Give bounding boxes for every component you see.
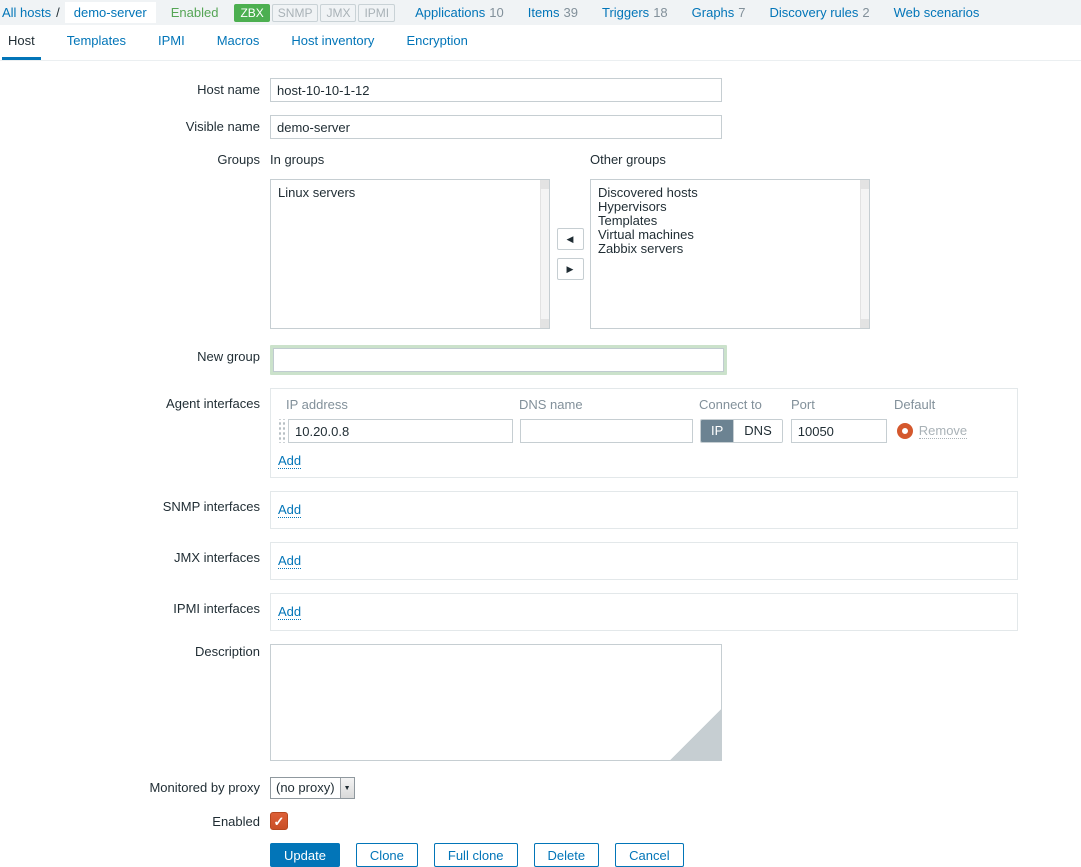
proxy-select[interactable]: (no proxy) ▼ <box>270 777 355 799</box>
jmx-availability-badge: JMX <box>320 3 357 22</box>
triggers-count: 18 <box>653 5 668 20</box>
agent-interfaces-label: Agent interfaces <box>166 396 260 411</box>
description-textarea[interactable] <box>270 644 722 761</box>
default-header: Default <box>894 397 936 412</box>
nav-discovery-rules[interactable]: Discovery rules 2 <box>769 5 870 20</box>
applications-count: 10 <box>489 5 504 20</box>
connect-ip-option[interactable]: IP <box>701 420 734 442</box>
list-item[interactable]: Virtual machines <box>598 227 694 242</box>
move-to-other-groups-button[interactable]: ▶ <box>556 258 584 280</box>
scrollbar[interactable] <box>540 180 549 328</box>
interface-port-input[interactable] <box>790 419 887 443</box>
interface-dns-input[interactable] <box>520 419 693 443</box>
visible-name-input[interactable] <box>270 115 722 139</box>
dns-name-header: DNS name <box>519 397 583 412</box>
discovery-rules-count: 2 <box>862 5 870 20</box>
nav-graphs[interactable]: Graphs 7 <box>691 5 746 20</box>
agent-interface-row: IP DNS Remove <box>278 419 1009 443</box>
tab-host-inventory[interactable]: Host inventory <box>291 33 375 48</box>
default-interface-radio[interactable] <box>896 423 913 439</box>
host-status-text: Enabled <box>170 5 219 20</box>
visible-name-label: Visible name <box>185 119 260 134</box>
enabled-label: Enabled <box>212 814 260 829</box>
move-left-icon: ◀ <box>566 234 574 244</box>
connect-to-header: Connect to <box>699 397 762 412</box>
snmp-availability-badge: SNMP <box>271 3 319 22</box>
host-name-input[interactable] <box>270 78 722 102</box>
proxy-selected-value: (no proxy) <box>276 780 335 795</box>
delete-button[interactable]: Delete <box>533 843 600 867</box>
new-group-highlight <box>270 345 727 375</box>
ipmi-interfaces-label: IPMI interfaces <box>173 601 260 616</box>
checkmark-icon: ✓ <box>273 813 285 829</box>
monitored-by-proxy-label: Monitored by proxy <box>149 780 260 795</box>
host-name-label: Host name <box>197 82 260 97</box>
scrollbar[interactable] <box>860 180 869 328</box>
items-count: 39 <box>563 5 578 20</box>
jmx-interfaces-box: Add <box>270 542 1018 580</box>
agent-interfaces-box: IP address DNS name Connect to Port Defa… <box>270 388 1018 478</box>
add-jmx-interface-link[interactable]: Add <box>278 553 302 569</box>
nav-items[interactable]: Items 39 <box>527 5 578 20</box>
tab-templates[interactable]: Templates <box>66 33 126 48</box>
remove-interface-link[interactable]: Remove <box>918 423 968 439</box>
drag-handle-icon[interactable] <box>278 419 285 443</box>
tab-encryption[interactable]: Encryption <box>406 33 468 48</box>
tab-ipmi[interactable]: IPMI <box>157 33 185 48</box>
config-tabs: Host Templates IPMI Macros Host inventor… <box>0 25 1081 61</box>
move-right-icon: ▶ <box>566 264 574 274</box>
enabled-checkbox[interactable]: ✓ <box>270 812 288 830</box>
other-groups-listbox[interactable]: Discovered hosts Hypervisors Templates V… <box>590 179 870 329</box>
zbx-availability-badge: ZBX <box>234 3 270 22</box>
new-group-input[interactable] <box>273 348 724 372</box>
update-button[interactable]: Update <box>270 843 340 867</box>
list-item[interactable]: Templates <box>598 213 658 228</box>
dropdown-arrow-icon[interactable]: ▼ <box>339 778 354 798</box>
graphs-count: 7 <box>738 5 746 20</box>
list-item[interactable]: Linux servers <box>278 185 356 200</box>
ipmi-interfaces-box: Add <box>270 593 1018 631</box>
breadcrumb-all-hosts[interactable]: All hosts <box>2 5 52 20</box>
add-snmp-interface-link[interactable]: Add <box>278 502 302 518</box>
tab-macros[interactable]: Macros <box>216 33 260 48</box>
cancel-button[interactable]: Cancel <box>615 843 684 867</box>
connect-to-toggle: IP DNS <box>700 419 783 443</box>
port-header: Port <box>791 397 815 412</box>
nav-triggers[interactable]: Triggers 18 <box>601 5 668 20</box>
host-header-bar: All hosts / demo-server Enabled ZBX SNMP… <box>0 0 1081 25</box>
list-item[interactable]: Hypervisors <box>598 199 667 214</box>
host-nav: Applications 10 Items 39 Triggers 18 Graphs… <box>415 5 1003 20</box>
connect-dns-option[interactable]: DNS <box>733 420 782 442</box>
ipmi-availability-badge: IPMI <box>358 3 396 22</box>
description-label: Description <box>194 644 260 659</box>
ip-address-header: IP address <box>286 397 348 412</box>
new-group-label: New group <box>197 349 260 364</box>
list-item[interactable]: Discovered hosts <box>598 185 698 200</box>
full-clone-button[interactable]: Full clone <box>433 843 518 867</box>
move-to-in-groups-button[interactable]: ◀ <box>556 228 584 250</box>
list-item[interactable]: Zabbix servers <box>598 241 684 256</box>
groups-label: Groups <box>217 152 260 167</box>
breadcrumb-current-host[interactable]: demo-server <box>64 2 156 23</box>
nav-applications[interactable]: Applications 10 <box>415 5 504 20</box>
snmp-interfaces-box: Add <box>270 491 1018 529</box>
nav-web-scenarios[interactable]: Web scenarios <box>893 5 980 20</box>
tab-host[interactable]: Host <box>2 25 41 60</box>
snmp-interfaces-label: SNMP interfaces <box>162 499 260 514</box>
add-agent-interface-link[interactable]: Add <box>278 453 302 469</box>
clone-button[interactable]: Clone <box>355 843 418 867</box>
in-groups-listbox[interactable]: Linux servers <box>270 179 550 329</box>
interface-ip-input[interactable] <box>288 419 513 443</box>
other-groups-heading: Other groups <box>590 152 666 167</box>
add-ipmi-interface-link[interactable]: Add <box>278 604 302 620</box>
jmx-interfaces-label: JMX interfaces <box>174 550 260 565</box>
in-groups-heading: In groups <box>270 152 325 167</box>
breadcrumb-separator: / <box>56 5 60 20</box>
host-form: Host name Visible name Groups In groups … <box>0 61 1081 867</box>
availability-badges: ZBX SNMP JMX IPMI <box>234 3 397 22</box>
